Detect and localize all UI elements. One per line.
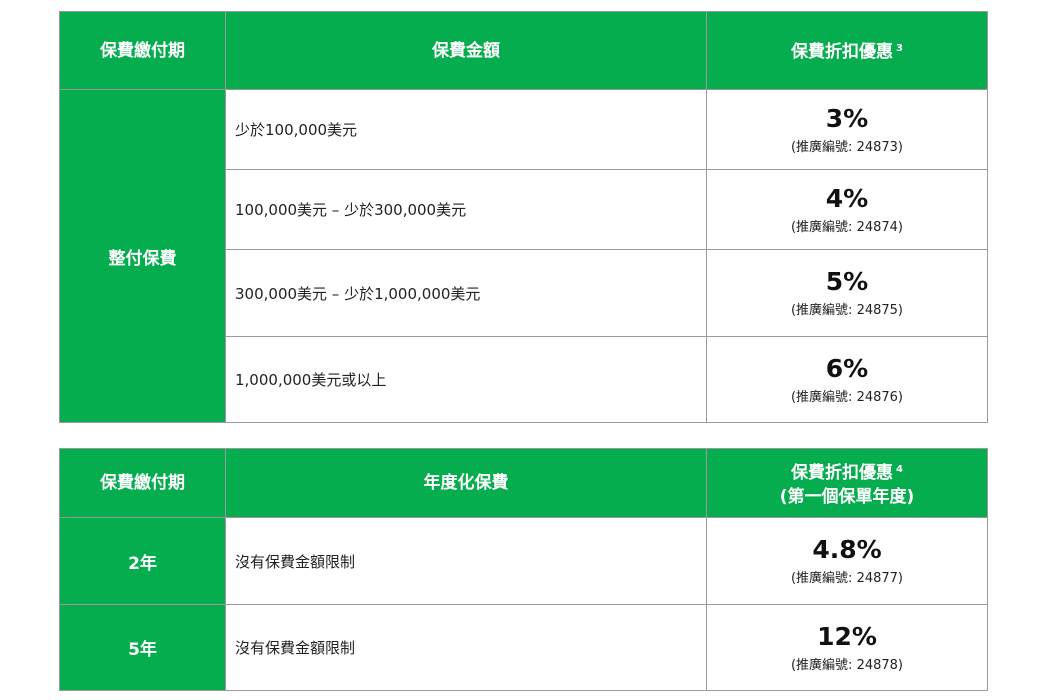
header-period: 保費繳付期 <box>59 448 226 518</box>
regular-premium-discount-table: 保費繳付期 年度化保費 保費折扣優惠 4 (第一個保單年度) 2年 沒有保費金額限… <box>59 448 988 691</box>
promo-code: (推廣編號: 24878) <box>790 657 903 673</box>
header-discount: 保費折扣優惠 3 <box>706 11 988 90</box>
header-period: 保費繳付期 <box>59 11 226 90</box>
footnote-marker: 3 <box>896 43 903 54</box>
discount-cell: 6% (推廣編號: 24876) <box>706 336 988 423</box>
header-row: 保費繳付期 保費金額 保費折扣優惠 3 <box>59 11 988 90</box>
table-row: 5年 沒有保費金額限制 12% (推廣編號: 24878) <box>59 604 988 691</box>
discount-cell: 4% (推廣編號: 24874) <box>706 169 988 250</box>
promo-code: (推廣編號: 24875) <box>790 303 903 318</box>
table-row: 300,000美元 – 少於1,000,000美元 5% (推廣編號: 24875… <box>60 249 988 337</box>
single-premium-discount-table: 保費繳付期 保費金額 保費折扣優惠 3 整付保費 少於100,000美元 3% (推… <box>59 11 988 423</box>
period-label: 5年 <box>128 640 157 660</box>
discount-rate: 6% <box>825 353 869 383</box>
header-row: 保費繳付期 年度化保費 保費折扣優惠 4 (第一個保單年度) <box>59 448 988 518</box>
amount-range: 沒有保費金額限制 <box>225 517 707 605</box>
discount-rate: 4% <box>825 183 869 213</box>
header-discount: 保費折扣優惠 4 (第一個保單年度) <box>706 448 988 518</box>
period-cell: 整付保費 <box>59 89 226 423</box>
header-period-label: 保費繳付期 <box>100 40 185 61</box>
discount-cell: 3% (推廣編號: 24873) <box>706 89 988 170</box>
discount-rate: 4.8% <box>812 535 882 564</box>
promo-code: (推廣編號: 24873) <box>790 139 903 155</box>
amount-range: 100,000美元 – 少於300,000美元 <box>225 169 707 250</box>
period-cell: 2年 <box>59 517 226 605</box>
promo-code: (推廣編號: 24877) <box>790 571 903 586</box>
header-amount-label: 年度化保費 <box>423 473 509 493</box>
amount-range: 沒有保費金額限制 <box>225 604 707 691</box>
footnote-marker: 4 <box>896 463 903 475</box>
promo-code: (推廣編號: 24876) <box>790 389 903 405</box>
discount-cell: 5% (推廣編號: 24875) <box>706 249 988 337</box>
header-amount: 保費金額 <box>225 11 707 90</box>
header-discount-label: 保費折扣優惠 <box>791 42 894 62</box>
discount-rate: 12% <box>817 621 877 651</box>
header-discount-sublabel: (第一個保單年度) <box>779 486 915 507</box>
discount-cell: 12% (推廣編號: 24878) <box>706 604 988 691</box>
amount-range: 1,000,000美元或以上 <box>225 336 707 423</box>
discount-rate: 3% <box>825 103 869 133</box>
header-period-label: 保費繳付期 <box>100 473 185 493</box>
promo-code: (推廣編號: 24874) <box>790 219 903 235</box>
header-amount: 年度化保費 <box>225 448 707 518</box>
period-label: 2年 <box>128 553 157 574</box>
period-cell: 5年 <box>59 604 226 691</box>
header-amount-label: 保費金額 <box>432 40 500 61</box>
table-row: 2年 沒有保費金額限制 4.8% (推廣編號: 24877) <box>59 517 988 605</box>
table-row: 100,000美元 – 少於300,000美元 4% (推廣編號: 24874) <box>60 169 988 250</box>
discount-rate: 5% <box>825 267 869 296</box>
table-row: 整付保費 少於100,000美元 3% (推廣編號: 24873) <box>59 89 988 423</box>
period-label: 整付保費 <box>108 248 177 269</box>
discount-cell: 4.8% (推廣編號: 24877) <box>706 517 988 605</box>
amount-range: 少於100,000美元 <box>225 89 707 170</box>
header-discount-label: 保費折扣優惠 <box>791 462 894 483</box>
amount-range: 300,000美元 – 少於1,000,000美元 <box>225 249 707 337</box>
table-row: 1,000,000美元或以上 6% (推廣編號: 24876) <box>60 336 988 423</box>
